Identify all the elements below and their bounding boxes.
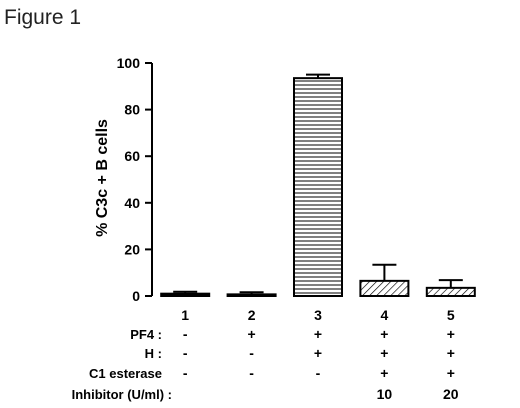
y-tick-label: 20	[124, 241, 140, 257]
y-axis: 0 20 40 60 80 100	[117, 55, 153, 304]
x-tick-label: 3	[314, 307, 322, 323]
condition-cell: +	[380, 345, 388, 361]
condition-label: PF4 :	[130, 327, 162, 342]
y-tick-label: 100	[117, 55, 141, 71]
condition-cell: -	[249, 365, 254, 381]
x-tick-label: 5	[447, 307, 455, 323]
condition-cell: -	[183, 326, 188, 342]
y-tick-label: 0	[132, 288, 140, 304]
condition-cell: 10	[377, 386, 393, 402]
y-tick-label: 80	[124, 102, 140, 118]
condition-cell: +	[447, 326, 455, 342]
y-tick-label: 40	[124, 195, 140, 211]
condition-cell: -	[183, 345, 188, 361]
condition-cell: +	[248, 326, 256, 342]
condition-cell: +	[380, 326, 388, 342]
condition-table: PF4 : - + + + + H : - - + + + C1 esterase - - - + + Inhibi…	[72, 326, 459, 402]
bar-4	[359, 279, 410, 298]
condition-cell: +	[380, 365, 388, 381]
condition-cell: +	[447, 365, 455, 381]
bar-1	[160, 292, 211, 298]
condition-label: H :	[145, 346, 162, 361]
condition-label: Inhibitor (U/ml) :	[72, 387, 172, 402]
y-axis-label: % C3c + B cells	[94, 119, 111, 237]
bars	[160, 73, 476, 298]
bar-2	[226, 293, 277, 297]
x-tick-labels: 1 2 3 4 5	[181, 307, 455, 323]
figure-title: Figure 1	[4, 6, 81, 29]
condition-label: C1 esterase	[89, 366, 162, 381]
condition-cell: +	[314, 326, 322, 342]
x-tick-label: 4	[381, 307, 389, 323]
condition-cell: 20	[443, 386, 459, 402]
x-tick-label: 2	[248, 307, 256, 323]
condition-cell: +	[314, 345, 322, 361]
x-tick-label: 1	[181, 307, 189, 323]
condition-cell: -	[316, 365, 321, 381]
condition-cell: +	[447, 345, 455, 361]
condition-cell: -	[183, 365, 188, 381]
condition-cell: -	[249, 345, 254, 361]
bar-5	[425, 286, 476, 298]
y-tick-label: 60	[124, 148, 140, 164]
bar-3	[293, 77, 343, 297]
